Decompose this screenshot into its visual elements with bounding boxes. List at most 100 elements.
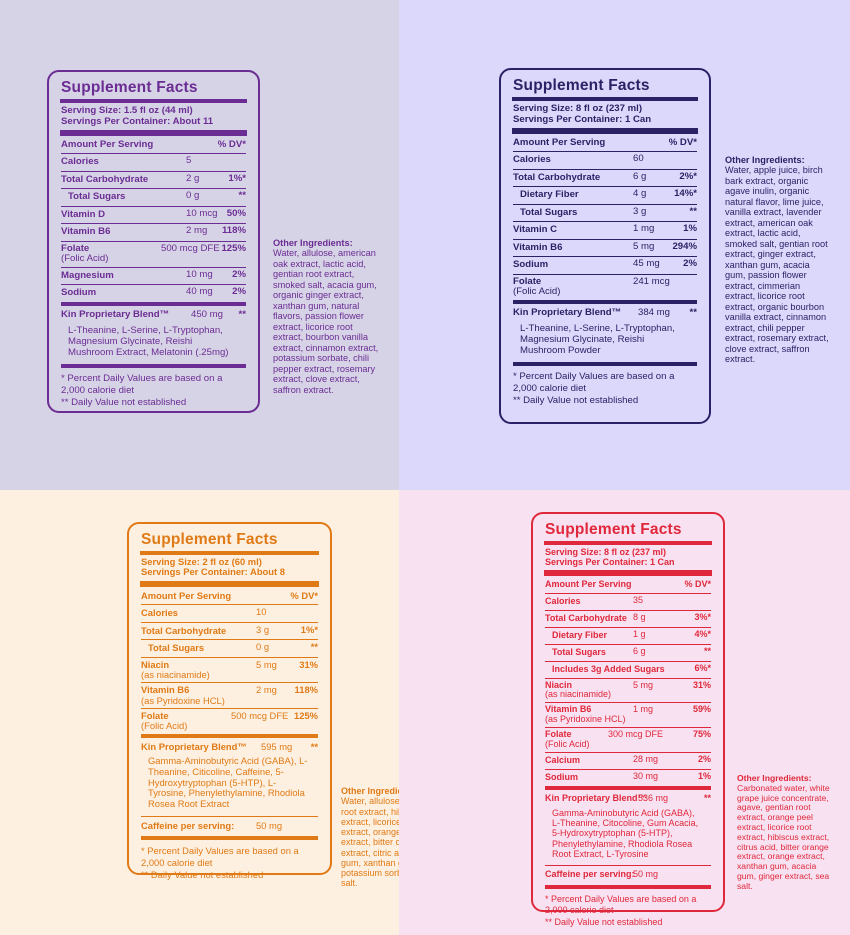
panel-title: Supplement Facts: [61, 79, 198, 96]
proprietary-blend-row: Kin Proprietary Blend™ 536 mg ** Gamma-Amin…: [545, 790, 711, 867]
panel-title: Supplement Facts: [513, 77, 650, 94]
divider-thick: [60, 98, 247, 103]
nutrient-name: Total Sugars: [141, 642, 204, 653]
nutrient-amount: 40 mg: [186, 286, 213, 298]
divider-thick: [544, 540, 712, 545]
nutrient-dv: 2%: [232, 268, 246, 280]
amount-per-serving-label: Amount Per Serving: [141, 590, 232, 602]
blend-header: Kin Proprietary Blend™ 595 mg **: [141, 740, 318, 752]
supplement-facts-panel-purple: Supplement Facts Serving Size: 1.5 fl oz …: [47, 70, 260, 413]
nutrient-subtext: (as Pyridoxine HCL): [141, 694, 225, 706]
footnote: * Percent Daily Values are based on a 2,…: [61, 372, 223, 396]
nutrient-row: Total Sugars 0 g **: [61, 189, 246, 207]
divider-thick: [140, 550, 319, 555]
nutrient-name-text: Total Carbohydrate: [545, 612, 627, 623]
blend-header: Kin Proprietary Blend™ 450 mg **: [61, 309, 246, 321]
amount-per-serving-label: Amount Per Serving: [61, 138, 154, 150]
nutrient-name: Niacin (as niacinamide): [141, 658, 210, 681]
nutrient-dv: 2%: [232, 286, 246, 298]
amount-header-row: Amount Per Serving % DV*: [513, 136, 697, 153]
nutrient-name-text: Vitamin B6: [513, 241, 563, 253]
nutrient-amount: 4 g: [633, 188, 647, 200]
amount-header-row: Amount Per Serving % DV*: [141, 589, 318, 606]
nutrient-name-text: Vitamin B6: [141, 684, 190, 696]
dv-header-label: % DV*: [217, 138, 246, 150]
blend-amount: 595 mg: [261, 740, 293, 752]
nutrient-name-text: Magnesium: [61, 269, 114, 281]
blend-name: Kin Proprietary Blend™: [545, 792, 647, 803]
nutrient-name: Folate (Folic Acid): [545, 729, 590, 750]
nutrient-subtext: (Folic Acid): [141, 720, 188, 732]
nutrient-dv: 1%: [697, 770, 711, 781]
nutrient-amount: 5: [186, 155, 192, 167]
nutrient-amount: 5 mg: [256, 658, 277, 670]
nutrient-amount: 10: [256, 606, 267, 618]
nutrient-amount: 0 g: [186, 190, 200, 202]
other-ingredients-text: Water, allulose, american oak extract, l…: [273, 248, 379, 395]
nutrient-subtext: (as niacinamide): [141, 668, 210, 680]
nutrient-name-text: Folate: [513, 275, 542, 287]
servings-per-container: Servings Per Container: About 8: [141, 566, 285, 578]
nutrient-name: Niacin (as niacinamide): [545, 679, 612, 701]
nutrient-name-text: Sodium: [61, 287, 97, 299]
nutrient-name: Folate (Folic Acid): [513, 275, 561, 298]
nutrient-row: Total Carbohydrate 8 g 3%*: [545, 611, 711, 628]
nutrient-amount: 45 mg: [633, 258, 660, 270]
nutrient-row: Sodium 45 mg 2%: [513, 257, 697, 275]
nutrient-dv: 1%*: [228, 172, 246, 184]
nutrient-row: Vitamin B6 (as Pyridoxine HCL) 2 mg 118%: [141, 683, 318, 709]
nutrient-name-text: Calories: [513, 154, 551, 166]
nutrient-subtext: (as niacinamide): [545, 689, 612, 700]
blend-amount: 536 mg: [638, 792, 669, 803]
nutrient-name: Total Sugars: [513, 206, 578, 219]
nutrient-name-text: Folate: [545, 729, 572, 740]
blend-ingredients: Gamma-Aminobutyric Acid (GABA), L-Theani…: [552, 807, 699, 859]
nutrient-amount: 28 mg: [633, 753, 659, 764]
blend-name: Kin Proprietary Blend™: [141, 740, 247, 752]
servings-per-container: Servings Per Container: About 11: [61, 115, 214, 127]
nutrient-name: Calcium: [545, 755, 580, 766]
panel-background-lavender: [399, 0, 850, 490]
footnote: ** Daily Value not established: [61, 396, 187, 408]
serving-size: Serving Size: 2 fl oz (60 ml): [141, 555, 262, 567]
panel-background-orange: [0, 490, 399, 935]
dv-header-label: % DV*: [684, 579, 711, 590]
blend-ingredients: Gamma-Aminobutyric Acid (GABA), L-Theani…: [148, 754, 308, 810]
nutrient-name: Vitamin B6: [513, 241, 563, 254]
nutrient-name-text: Niacin: [545, 679, 573, 690]
nutrient-name-text: Total Sugars: [520, 206, 578, 218]
nutrient-name-text: Total Carbohydrate: [141, 624, 227, 636]
nutrient-amount: 1 mg: [633, 704, 654, 715]
divider-thick: [512, 127, 698, 134]
divider-thick: [512, 96, 698, 101]
nutrient-dv: 31%: [692, 679, 711, 690]
nutrient-row: Total Carbohydrate 6 g 2%*: [513, 170, 697, 188]
blend-amount: 450 mg: [191, 309, 223, 321]
nutrient-name-text: Niacin: [141, 658, 170, 670]
nutrient-dv: 125%: [221, 242, 246, 254]
servings-per-container: Servings Per Container: 1 Can: [545, 556, 675, 567]
supplement-facts-panel-orange: Supplement Facts Serving Size: 2 fl oz (6…: [127, 522, 332, 880]
other-ingredients-title: Other Ingredients:: [725, 155, 805, 165]
footnotes: * Percent Daily Values are based on a 2,…: [141, 845, 318, 880]
nutrient-name: Calories: [545, 596, 581, 607]
nutrient-name-text: Vitamin B6: [545, 704, 592, 715]
nutrient-subtext: (Folic Acid): [513, 286, 561, 298]
nutrient-row: Calories 10: [141, 605, 318, 623]
nutrient-dv: 59%: [692, 704, 711, 715]
nutrient-name-text: Vitamin B6: [61, 226, 111, 238]
nutrient-name: Folate (Folic Acid): [141, 710, 188, 732]
footnotes: * Percent Daily Values are based on a 2,…: [61, 373, 246, 409]
nutrient-name-text: Folate: [61, 242, 90, 254]
nutrient-row: Niacin (as niacinamide) 5 mg 31%: [141, 658, 318, 684]
nutrient-amount: 2 mg: [186, 225, 208, 237]
nutrient-row: Vitamin B6 5 mg 294%: [513, 240, 697, 258]
nutrient-row: Vitamin D 10 mcg 50%: [61, 207, 246, 225]
nutrient-amount: 241 mcg: [633, 275, 670, 287]
other-ingredients-text: Water, allulose, gentian root extract, h…: [341, 796, 442, 889]
other-ingredients-text: Carbonated water, white grape juice conc…: [737, 782, 830, 891]
nutrient-row: Folate (Folic Acid) 500 mcg DFE 125%: [61, 242, 246, 268]
nutrient-name-text: Total Carbohydrate: [61, 173, 149, 185]
nutrient-name: Total Sugars: [61, 191, 125, 203]
nutrient-dv: 125%: [294, 709, 318, 721]
